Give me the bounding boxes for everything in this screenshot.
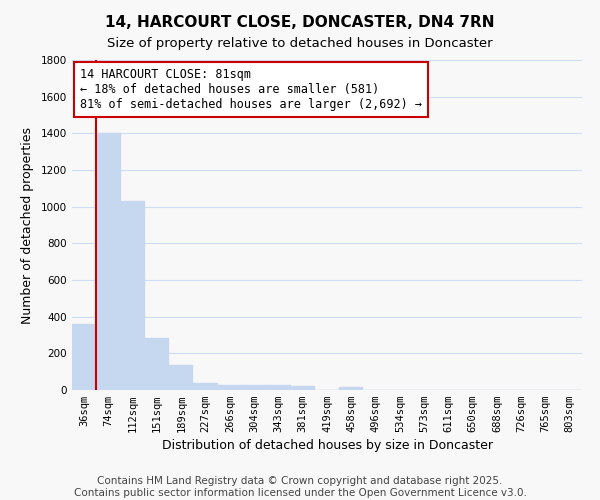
Bar	[290, 386, 315, 390]
Bar	[339, 387, 364, 390]
Y-axis label: Number of detached properties: Number of detached properties	[21, 126, 34, 324]
Bar	[169, 365, 193, 390]
Bar	[121, 201, 145, 390]
Text: 14, HARCOURT CLOSE, DONCASTER, DN4 7RN: 14, HARCOURT CLOSE, DONCASTER, DN4 7RN	[105, 15, 495, 30]
Bar	[266, 386, 290, 390]
Bar	[242, 384, 266, 390]
Bar	[193, 382, 218, 390]
Text: Size of property relative to detached houses in Doncaster: Size of property relative to detached ho…	[107, 38, 493, 51]
Bar	[96, 134, 121, 390]
X-axis label: Distribution of detached houses by size in Doncaster: Distribution of detached houses by size …	[161, 440, 493, 452]
Text: 14 HARCOURT CLOSE: 81sqm
← 18% of detached houses are smaller (581)
81% of semi-: 14 HARCOURT CLOSE: 81sqm ← 18% of detach…	[80, 68, 422, 112]
Text: Contains HM Land Registry data © Crown copyright and database right 2025.
Contai: Contains HM Land Registry data © Crown c…	[74, 476, 526, 498]
Bar	[218, 384, 242, 390]
Bar	[145, 338, 169, 390]
Bar	[72, 324, 96, 390]
